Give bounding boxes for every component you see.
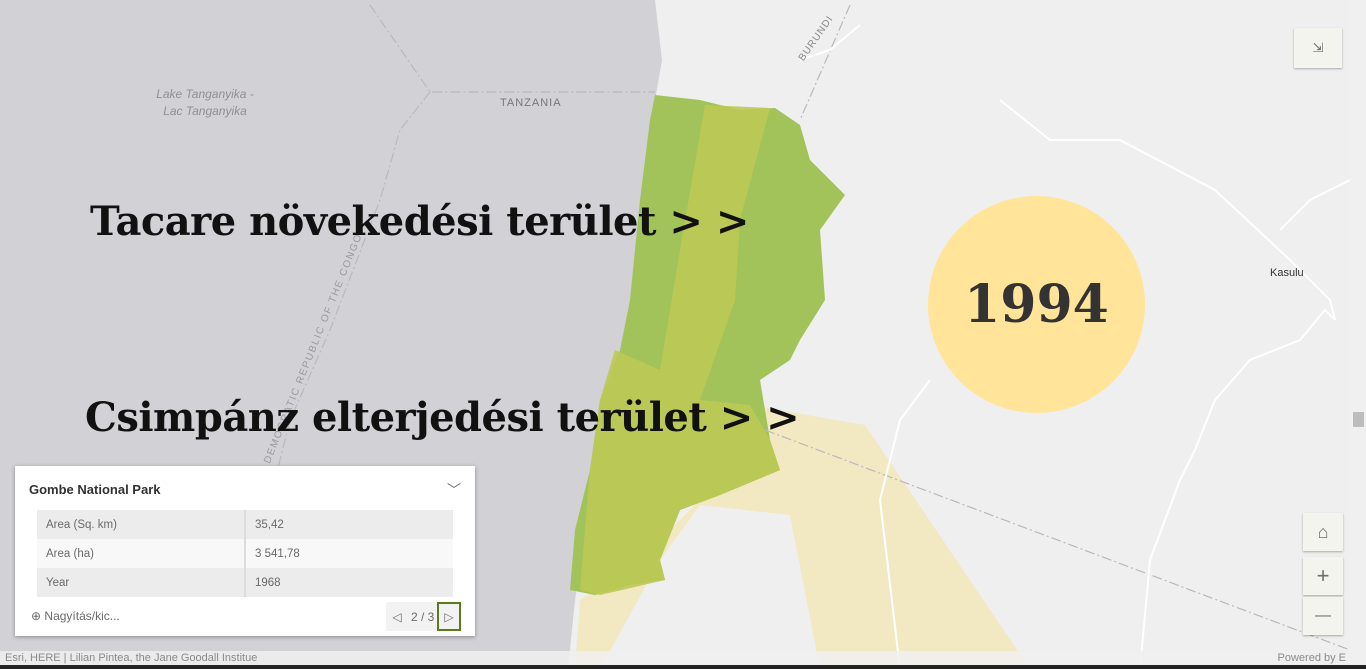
table-row: Year 1968 (37, 568, 453, 597)
year-label: 1994 (964, 274, 1109, 335)
exit-fullscreen-button[interactable]: ⇲ (1294, 28, 1342, 68)
collapse-arrows-icon: ⇲ (1312, 40, 1324, 55)
home-icon: ⌂ (1317, 521, 1329, 542)
zoom-to-label: Nagyítás/kic... (44, 609, 120, 623)
field-label: Year (37, 568, 246, 597)
chimp-range-caption: Csimpánz elterjedési terület > > (85, 394, 800, 441)
attribution-bar: Esri, HERE | Lilian Pintea, the Jane Goo… (0, 651, 1350, 665)
field-value: 35,42 (255, 518, 284, 531)
field-label: Area (ha) (37, 539, 246, 568)
taskbar-edge (0, 665, 1366, 669)
pager-count: 2 / 3 (411, 609, 435, 624)
field-label: Area (Sq. km) (37, 510, 246, 539)
page-scrollbar[interactable] (1350, 0, 1366, 669)
feature-pager: ◁ 2 / 3 ▷ (386, 602, 461, 631)
lake-label: Lake Tanganyika - Lac Tanganyika (156, 87, 254, 118)
table-row: Area (ha) 3 541,78 (37, 539, 453, 568)
attribution-text: Esri, HERE | Lilian Pintea, the Jane Goo… (5, 652, 258, 664)
roads (799, 24, 1351, 669)
tanzania-label: TANZANIA (500, 97, 562, 109)
border-lines (269, 4, 1351, 651)
feature-popup: Gombe National Park ﹀ Area (Sq. km) 35,42… (15, 466, 475, 636)
chimp-core-area (580, 105, 780, 595)
chevron-down-icon[interactable]: ﹀ (447, 482, 461, 498)
attribute-table: Area (Sq. km) 35,42 Area (ha) 3 541,78 Yea… (37, 510, 453, 597)
zoom-in-magnifier-icon: ⊕ (31, 609, 42, 623)
zoom-out-button[interactable]: — (1303, 597, 1343, 635)
table-row: Area (Sq. km) 35,42 (37, 510, 453, 539)
popup-title: Gombe National Park (29, 482, 161, 497)
home-button[interactable]: ⌂ (1303, 513, 1343, 551)
powered-by[interactable]: Powered by E (1277, 652, 1346, 664)
field-value: 1968 (255, 576, 281, 589)
field-value: 3 541,78 (255, 547, 300, 560)
zoom-to-link[interactable]: ⊕ Nagyítás/kic... (31, 609, 120, 623)
zoom-in-button[interactable]: + (1303, 557, 1343, 595)
scrollbar-thumb[interactable] (1353, 412, 1364, 427)
previous-feature-button[interactable]: ◁ (392, 609, 402, 624)
next-feature-button[interactable]: ▷ (437, 602, 461, 631)
year-circle: 1994 (928, 196, 1145, 413)
kasulu-label: Kasulu (1270, 267, 1304, 279)
chimp-range-area (575, 405, 1030, 669)
tacare-area-caption: Tacare növekedési terület > > (90, 198, 749, 245)
